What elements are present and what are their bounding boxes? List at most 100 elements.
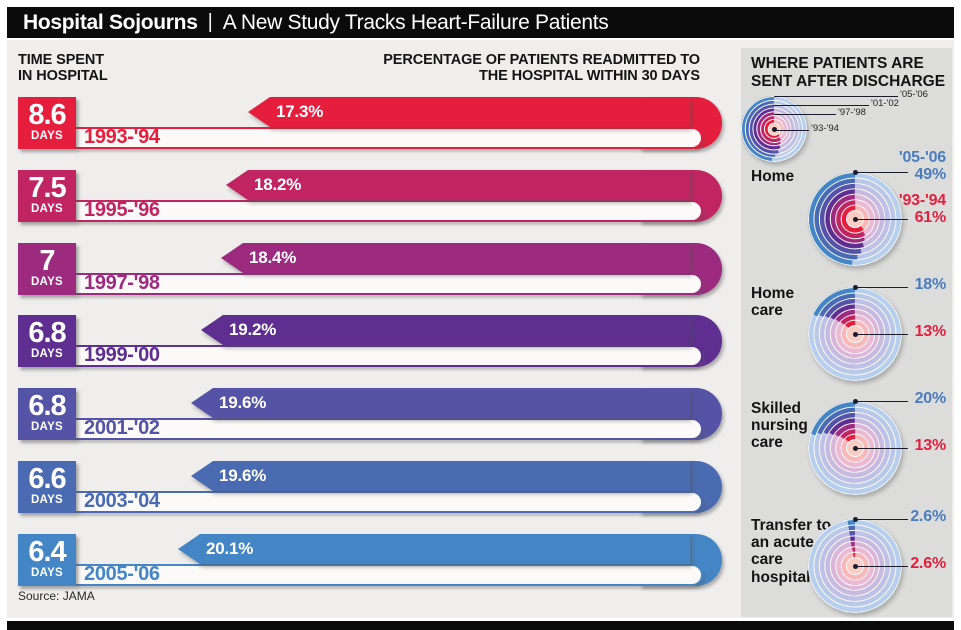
readmission-value: 17.3% <box>276 102 324 121</box>
days-square: 6.8 DAYS <box>18 388 76 440</box>
readmission-value: 19.6% <box>219 393 267 412</box>
old-label-3: 2.6% <box>910 555 946 572</box>
title-separator: | <box>207 11 213 33</box>
column-header-readmission: PERCENTAGE OF PATIENTS READMITTED TO THE… <box>383 52 700 84</box>
callout-dot <box>771 127 777 132</box>
legend-label-1: '01-'02 <box>871 97 899 109</box>
column-header-readmission-line2: THE HOSPITAL WITHIN 30 DAYS <box>478 68 700 84</box>
callout-line <box>855 448 908 450</box>
column-header-days-line2: IN HOSPITAL <box>18 68 108 84</box>
days-unit: DAYS <box>30 421 64 433</box>
chart-name-line: Transfer to <box>751 517 832 534</box>
callout-line <box>774 113 836 115</box>
footer-bar <box>7 621 954 630</box>
period-label: 1999-'00 <box>84 344 160 366</box>
days-value: 6.6 <box>28 463 66 495</box>
discharge-panel-title: WHERE PATIENTS ARE SENT AFTER DISCHARGE <box>751 55 945 91</box>
bar-track <box>76 345 703 367</box>
days-value: 7.5 <box>28 172 66 204</box>
callout-line <box>855 287 908 289</box>
readmission-value: 19.2% <box>229 320 277 339</box>
chart-name-line: Home <box>751 285 795 302</box>
callout-line <box>855 172 908 174</box>
callout-line <box>855 219 908 221</box>
readmission-bar <box>226 170 690 200</box>
days-square: 8.6 DAYS <box>18 97 76 149</box>
new-pct: 49% <box>914 166 947 183</box>
title-bar: Hospital Sojourns | A New Study Tracks H… <box>7 7 954 38</box>
row-1995-'96: 18.2% 7.5 DAYS 1995-'96 <box>0 170 740 228</box>
days-value: 8.6 <box>28 99 66 131</box>
bar-track <box>76 564 703 586</box>
days-square: 6.8 DAYS <box>18 315 76 367</box>
legend-label-3: '93-'94 <box>811 122 839 134</box>
bar-track <box>76 418 703 440</box>
chart-name-line: care <box>751 551 783 569</box>
period-label: 1993-'94 <box>84 126 160 148</box>
chart-name-line: Home <box>751 168 795 185</box>
old-label-2: 13% <box>914 437 947 454</box>
days-unit: DAYS <box>30 203 64 215</box>
old-pct: 61% <box>914 209 947 226</box>
readmission-value: 18.2% <box>254 175 302 194</box>
callout-line <box>774 95 898 97</box>
days-value: 6.4 <box>28 536 66 568</box>
period-label: 2001-'02 <box>84 417 160 439</box>
column-header-days: TIME SPENT IN HOSPITAL <box>18 52 108 84</box>
chart-name-0: Home <box>751 168 794 185</box>
readmission-bar <box>191 388 690 418</box>
days-square: 6.6 DAYS <box>18 461 76 513</box>
row-2005-'06: 20.1% 6.4 DAYS 2005-'06 <box>0 534 740 592</box>
days-square: 7 DAYS <box>18 243 76 295</box>
callout-line <box>855 566 908 568</box>
column-header-readmission-line1: PERCENTAGE OF PATIENTS READMITTED TO <box>383 52 700 68</box>
chart-name-line: nursing <box>751 417 808 435</box>
row-1993-'94: 17.3% 8.6 DAYS 1993-'94 <box>0 97 740 155</box>
new-label-0: '05-'06 49% <box>899 149 946 183</box>
days-value: 7 <box>39 245 55 277</box>
old-label-0: '93-'94 61% <box>899 192 946 226</box>
days-value: 6.8 <box>28 390 66 422</box>
new-label-2: 20% <box>914 390 947 407</box>
bar-track <box>76 200 703 222</box>
discharge-panel-title-line2: SENT AFTER DISCHARGE <box>751 73 946 90</box>
period-label: 1995-'96 <box>84 199 160 221</box>
days-unit: DAYS <box>30 494 64 506</box>
readmission-value: 20.1% <box>206 539 254 558</box>
days-value: 6.8 <box>28 317 66 349</box>
row-2001-'02: 19.6% 6.8 DAYS 2001-'02 <box>0 388 740 446</box>
days-unit: DAYS <box>30 348 64 360</box>
days-square: 7.5 DAYS <box>18 170 76 222</box>
callout-line <box>855 519 908 521</box>
readmission-bar <box>178 534 690 564</box>
row-1997-'98: 18.4% 7 DAYS 1997-'98 <box>0 243 740 301</box>
chart-name-line: Skilled <box>751 400 801 417</box>
chart-name-line: care <box>751 434 783 452</box>
new-year: '05-'06 <box>898 149 946 166</box>
chart-name-3: Transfer to an acute-care hospital <box>751 517 831 586</box>
page-title: Hospital Sojourns <box>23 10 198 34</box>
legend-label-2: '97-'98 <box>838 106 866 118</box>
new-label-3: 2.6% <box>910 508 946 525</box>
chart-name-line: hospital <box>751 568 811 586</box>
chart-name-2: Skilled nursing care <box>751 400 808 452</box>
chart-name-line: an acute- <box>751 534 820 552</box>
old-label-1: 13% <box>914 323 947 340</box>
discharge-panel-title-line1: WHERE PATIENTS ARE <box>751 55 924 72</box>
old-year: '93-'94 <box>898 192 946 209</box>
period-label: 2003-'04 <box>84 490 160 512</box>
callout-line <box>855 334 908 336</box>
callout-line <box>855 401 908 403</box>
days-unit: DAYS <box>30 276 64 288</box>
callout-line <box>774 129 809 131</box>
column-header-days-line1: TIME SPENT <box>18 52 105 68</box>
bar-track <box>76 491 703 513</box>
days-unit: DAYS <box>30 130 64 142</box>
source-note: Source: JAMA <box>18 589 95 603</box>
days-unit: DAYS <box>30 567 64 579</box>
row-2003-'04: 19.6% 6.6 DAYS 2003-'04 <box>0 461 740 519</box>
chart-name-1: Home care <box>751 285 794 319</box>
new-label-1: 18% <box>914 276 947 293</box>
days-square: 6.4 DAYS <box>18 534 76 586</box>
row-1999-'00: 19.2% 6.8 DAYS 1999-'00 <box>0 315 740 373</box>
